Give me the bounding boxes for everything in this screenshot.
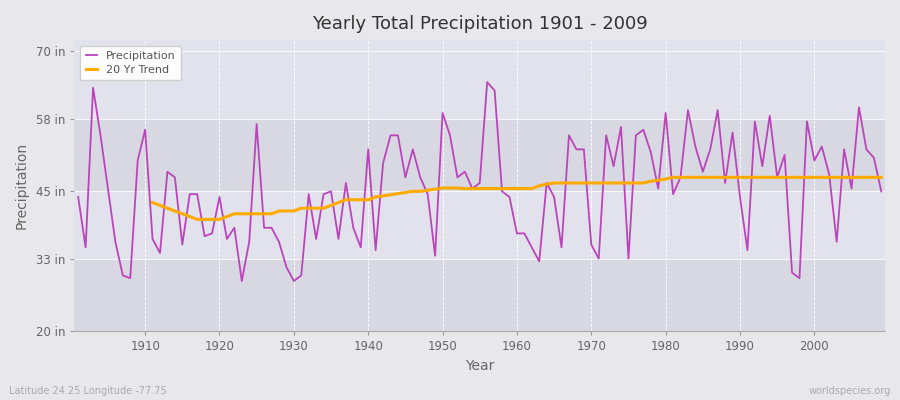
Precipitation bbox=[482, 80, 492, 84]
X-axis label: Year: Year bbox=[465, 359, 494, 373]
20 Yr Trend bbox=[876, 175, 886, 180]
Precipitation bbox=[526, 245, 537, 250]
Precipitation bbox=[303, 192, 314, 196]
20 Yr Trend bbox=[734, 175, 745, 180]
Title: Yearly Total Precipitation 1901 - 2009: Yearly Total Precipitation 1901 - 2009 bbox=[312, 15, 648, 33]
Bar bbox=[75, 191, 885, 258]
Precipitation bbox=[616, 124, 626, 129]
20 Yr Trend bbox=[326, 203, 337, 208]
Legend: Precipitation, 20 Yr Trend: Precipitation, 20 Yr Trend bbox=[80, 46, 181, 80]
Bar bbox=[75, 118, 885, 191]
Precipitation bbox=[237, 278, 248, 283]
20 Yr Trend bbox=[668, 175, 679, 180]
20 Yr Trend bbox=[148, 200, 158, 205]
20 Yr Trend bbox=[192, 217, 202, 222]
Bar bbox=[75, 258, 885, 332]
20 Yr Trend bbox=[541, 182, 552, 186]
Text: worldspecies.org: worldspecies.org bbox=[809, 386, 891, 396]
Text: Latitude 24.25 Longitude -77.75: Latitude 24.25 Longitude -77.75 bbox=[9, 386, 166, 396]
Line: 20 Yr Trend: 20 Yr Trend bbox=[153, 177, 881, 219]
Precipitation bbox=[132, 158, 143, 163]
20 Yr Trend bbox=[378, 194, 389, 198]
Line: Precipitation: Precipitation bbox=[78, 82, 881, 281]
Bar bbox=[75, 40, 885, 118]
Precipitation bbox=[876, 189, 886, 194]
Y-axis label: Precipitation: Precipitation bbox=[15, 142, 29, 229]
Precipitation bbox=[519, 231, 530, 236]
Precipitation bbox=[348, 225, 359, 230]
20 Yr Trend bbox=[519, 186, 530, 191]
Precipitation bbox=[73, 194, 84, 199]
20 Yr Trend bbox=[348, 197, 359, 202]
